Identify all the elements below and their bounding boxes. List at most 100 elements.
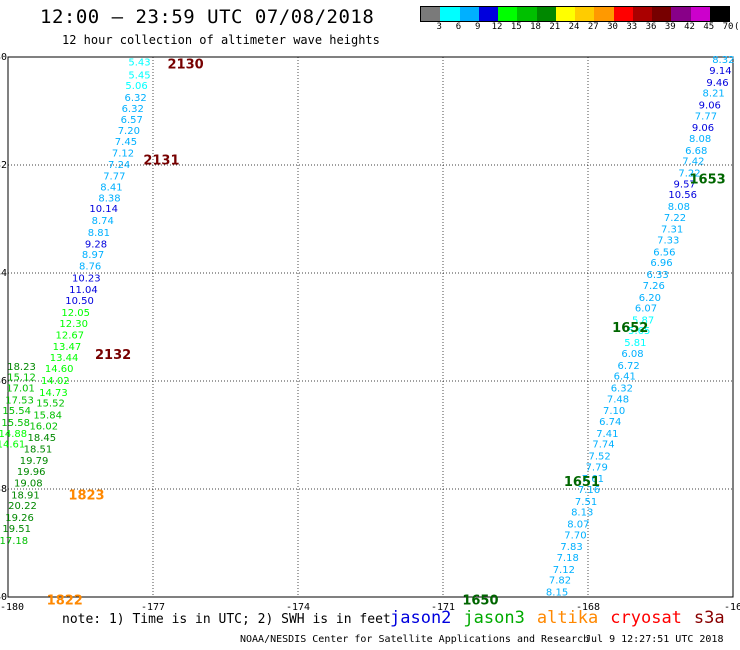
page-subtitle: 12 hour collection of altimeter wave hei… xyxy=(62,33,380,47)
wave-height-label: 10.23 xyxy=(72,273,101,284)
satellite-legend: jason2 jason3 altika cryosat s3a xyxy=(390,608,737,628)
wave-height-label: 14.73 xyxy=(39,388,68,399)
color-swatch xyxy=(690,7,710,21)
wave-height-label: 8.07 xyxy=(567,520,589,531)
y-tick-label: -32 xyxy=(0,160,7,171)
color-swatch xyxy=(709,7,729,21)
wave-height-label: 8.21 xyxy=(703,89,725,100)
color-scale-label: 3 xyxy=(436,22,442,32)
wave-height-label: 17.18 xyxy=(0,536,28,547)
wave-height-label: 15.52 xyxy=(36,399,65,410)
wave-height-label: 18.45 xyxy=(28,433,57,444)
wave-height-label: 8.81 xyxy=(88,228,110,239)
x-tick-label: -180 xyxy=(0,602,24,613)
y-tick-label: -40 xyxy=(0,592,7,603)
color-swatch xyxy=(613,7,633,21)
color-scale-label: 9 xyxy=(475,22,481,32)
wave-height-label: 8.74 xyxy=(92,216,114,227)
color-scale-label: 30 xyxy=(607,22,618,32)
units-note: note: 1) Time is in UTC; 2) SWH is in fe… xyxy=(62,612,391,627)
wave-height-label: 6.96 xyxy=(650,258,672,269)
wave-height-label: 7.33 xyxy=(657,236,679,247)
color-swatch xyxy=(594,7,614,21)
wave-height-label: 16.02 xyxy=(29,421,58,432)
wave-height-label: 15.54 xyxy=(2,406,31,417)
wave-height-label: 10.14 xyxy=(89,204,118,215)
wave-height-label: 7.61 xyxy=(582,474,604,485)
wave-height-label: 8.08 xyxy=(689,134,711,145)
wave-height-label: 14.88 xyxy=(0,429,27,440)
wave-height-label: 14.61 xyxy=(0,440,25,451)
wave-height-label: 7.20 xyxy=(118,126,140,137)
pass-time-label: 1822 xyxy=(47,594,83,609)
wave-height-label: 6.33 xyxy=(646,270,668,281)
wave-height-label: 7.48 xyxy=(607,394,629,405)
wave-height-label: 7.31 xyxy=(661,225,683,236)
wave-height-label: 18.51 xyxy=(24,445,53,456)
wave-height-label: 15.58 xyxy=(1,418,30,429)
color-scale-label: 15 xyxy=(510,22,522,32)
wave-height-label: 10.50 xyxy=(65,296,94,307)
wave-height-label: 17.53 xyxy=(5,395,34,406)
wave-height-label: 8.32 xyxy=(712,55,734,66)
wave-height-label: 7.12 xyxy=(553,565,575,576)
wave-height-label: 5.81 xyxy=(624,338,646,349)
color-swatch xyxy=(459,7,479,21)
wave-height-label: 5.43 xyxy=(128,57,150,68)
wave-height-label: 7.79 xyxy=(586,462,608,473)
pass-time-label: 2130 xyxy=(168,57,204,72)
color-scale-label: 45 xyxy=(703,22,715,32)
wave-height-label: 7.26 xyxy=(643,281,665,292)
wave-height-label: 20.22 xyxy=(8,501,37,512)
wave-height-label: 19.96 xyxy=(17,467,46,478)
wave-height-label: 9.14 xyxy=(709,66,731,77)
wave-height-label: 6.20 xyxy=(639,293,661,304)
color-swatch xyxy=(498,7,518,21)
wave-height-label: 10.56 xyxy=(668,190,697,201)
color-scale-unit: (ft) xyxy=(734,22,740,32)
y-tick-label: -38 xyxy=(0,484,7,495)
color-swatch xyxy=(671,7,691,21)
color-scale-label: 42 xyxy=(684,22,695,32)
wave-height-label: 6.56 xyxy=(653,247,675,258)
wave-height-label: 8.97 xyxy=(82,250,104,261)
color-scale-label: 24 xyxy=(568,22,580,32)
color-swatch xyxy=(421,7,441,21)
wave-height-label: 7.70 xyxy=(564,530,586,541)
pass-time-label: 2131 xyxy=(143,154,179,169)
wave-height-label: 9.46 xyxy=(706,78,728,89)
color-scale-label: 27 xyxy=(587,22,599,32)
color-swatch xyxy=(440,7,460,21)
wave-height-label: 19.08 xyxy=(14,479,43,490)
pass-time-label: 1653 xyxy=(690,173,726,188)
wave-height-label: 9.57 xyxy=(674,179,696,190)
wave-height-label: 7.45 xyxy=(115,137,137,148)
wave-height-label: 6.32 xyxy=(611,383,633,394)
legend-entry: cryosat xyxy=(610,608,682,628)
wave-height-label: 13.44 xyxy=(50,353,79,364)
color-scale-bar xyxy=(420,6,730,22)
y-tick-label: -30 xyxy=(0,52,7,63)
wave-height-label: 7.77 xyxy=(103,171,125,182)
wave-height-label: 6.72 xyxy=(617,361,639,372)
wave-height-label: 6.74 xyxy=(599,417,621,428)
wave-height-label: 8.15 xyxy=(546,588,568,599)
wave-height-label: 7.16 xyxy=(578,485,600,496)
pass-time-label: 1823 xyxy=(68,488,104,503)
color-scale-label: 18 xyxy=(530,22,541,32)
wave-height-label: 7.10 xyxy=(603,406,625,417)
x-tick-label: -168 xyxy=(576,602,600,613)
wave-height-label: 13.47 xyxy=(53,342,82,353)
footer-timestamp: Jul 9 12:27:51 UTC 2018 xyxy=(585,634,724,645)
pass-time-label: 1652 xyxy=(612,321,648,336)
wave-height-label: 8.76 xyxy=(79,261,101,272)
wave-height-label: 18.91 xyxy=(11,490,40,501)
pass-time-label: 1650 xyxy=(462,594,498,609)
color-swatch xyxy=(575,7,595,21)
wave-height-label: 7.82 xyxy=(549,576,571,587)
wave-height-label: 5.06 xyxy=(125,81,147,92)
wave-height-label: 7.77 xyxy=(695,111,717,122)
wave-height-label: 12.05 xyxy=(61,308,90,319)
